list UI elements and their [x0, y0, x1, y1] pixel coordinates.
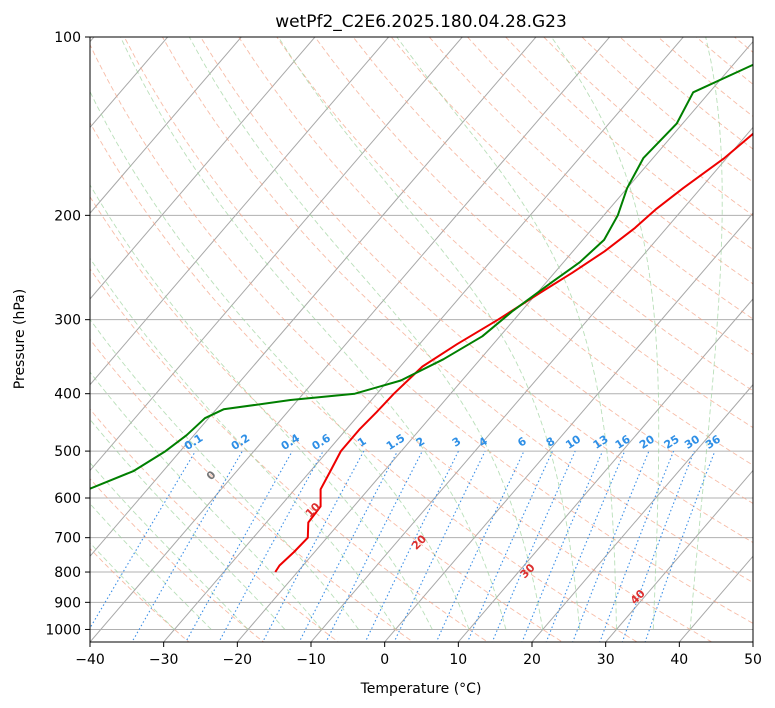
moist-adiabat-line — [551, 37, 660, 630]
moist-adiabat-line — [90, 542, 175, 630]
y-tick-label: 200 — [54, 208, 81, 224]
dry-adiabat-line — [90, 195, 564, 642]
moist-adiabat-line — [90, 90, 470, 630]
x-tick-label: 50 — [744, 652, 762, 668]
moist-adiabat-line — [90, 184, 433, 630]
mixing-ratio-line — [185, 450, 293, 642]
isotherm-line — [384, 212, 753, 642]
chart-title: wetPf2_C2E6.2025.180.04.28.G23 — [275, 12, 567, 32]
y-tick-label: 400 — [54, 387, 81, 403]
mixing-ratio-line — [466, 450, 554, 642]
isotherm-line — [90, 37, 316, 300]
dewpoint-profile-line — [90, 63, 753, 490]
y-tick-label: 100 — [54, 30, 81, 46]
dry-adiabat-line — [161, 37, 753, 584]
temperature-profile-line — [274, 132, 753, 573]
dry-adiabat-line — [428, 37, 753, 320]
x-tick-label: −20 — [223, 652, 253, 668]
dry-adiabat-line — [90, 338, 414, 642]
isotherm-line — [163, 37, 684, 642]
x-tick-label: −10 — [296, 652, 326, 668]
mixing-ratio-line — [364, 450, 459, 642]
mixing-ratio-line — [90, 450, 196, 630]
dry-adiabat-line — [90, 43, 713, 642]
moist-adiabat-line — [396, 37, 617, 630]
y-tick-label: 600 — [54, 491, 81, 507]
grid-layer — [90, 37, 753, 642]
x-tick-label: 30 — [597, 652, 615, 668]
dry-adiabat-line — [238, 37, 753, 504]
dry-adiabat-line — [390, 37, 753, 356]
moist-adiabat-line — [90, 257, 396, 630]
isotherm-line — [310, 126, 753, 642]
x-axis-label: Temperature (°C) — [360, 681, 482, 697]
isotherm-line — [90, 37, 537, 558]
y-tick-label: 700 — [54, 531, 81, 547]
moist-adiabat-line — [689, 37, 723, 630]
mixing-ratio-line — [521, 450, 604, 642]
y-tick-label: 300 — [54, 313, 81, 329]
y-tick-label: 800 — [54, 565, 81, 581]
isotherm-line — [90, 37, 611, 642]
mixing-ratio-line — [262, 450, 365, 642]
dry-adiabat-line — [90, 121, 638, 642]
moist-adiabat-line — [90, 371, 323, 630]
moist-adiabat-line — [188, 37, 544, 630]
isotherm-line — [90, 37, 242, 214]
mixing-ratio-line — [218, 450, 324, 642]
x-tick-label: −30 — [149, 652, 179, 668]
x-tick-label: 10 — [449, 652, 467, 668]
dry-adiabat-line — [90, 548, 190, 642]
dry-adiabat-line — [123, 37, 753, 624]
y-tick-label: 900 — [54, 595, 81, 611]
moist-adiabat-line — [90, 462, 249, 630]
isotherm-line — [236, 40, 753, 642]
isotherm-line — [457, 298, 753, 642]
dry-adiabat-line — [90, 478, 265, 642]
isotherm-line — [605, 469, 753, 642]
isotherm-line — [90, 37, 463, 472]
moist-adiabat-line — [277, 37, 581, 630]
x-tick-label: −40 — [75, 652, 105, 668]
x-tick-label: 20 — [523, 652, 541, 668]
isotherm-line — [90, 37, 390, 386]
moist-adiabat-line — [90, 503, 212, 630]
mixing-ratio-line — [131, 450, 243, 642]
dry-adiabat-line — [352, 37, 753, 392]
x-tick-label: 0 — [380, 652, 389, 668]
moist-adiabat-line — [120, 37, 507, 630]
series-layer — [90, 63, 753, 573]
mixing-ratio-line — [393, 450, 486, 642]
y-tick-label: 500 — [54, 444, 81, 460]
moist-adiabat-line — [90, 418, 286, 630]
axis-layer: −40 −30 −20 −10 0 10 20 30 40 50 100 200 300 400 500 60… — [45, 30, 762, 668]
x-tick-label: 40 — [670, 652, 688, 668]
isotherm-line — [90, 37, 169, 129]
y-tick-label: 1000 — [45, 622, 81, 638]
y-axis-label: Pressure (hPa) — [12, 289, 28, 389]
mixing-ratio-line — [491, 450, 576, 642]
dry-adiabat-line — [90, 268, 489, 642]
plot-frame — [89, 36, 754, 643]
mixing-ratio-line — [545, 450, 626, 642]
